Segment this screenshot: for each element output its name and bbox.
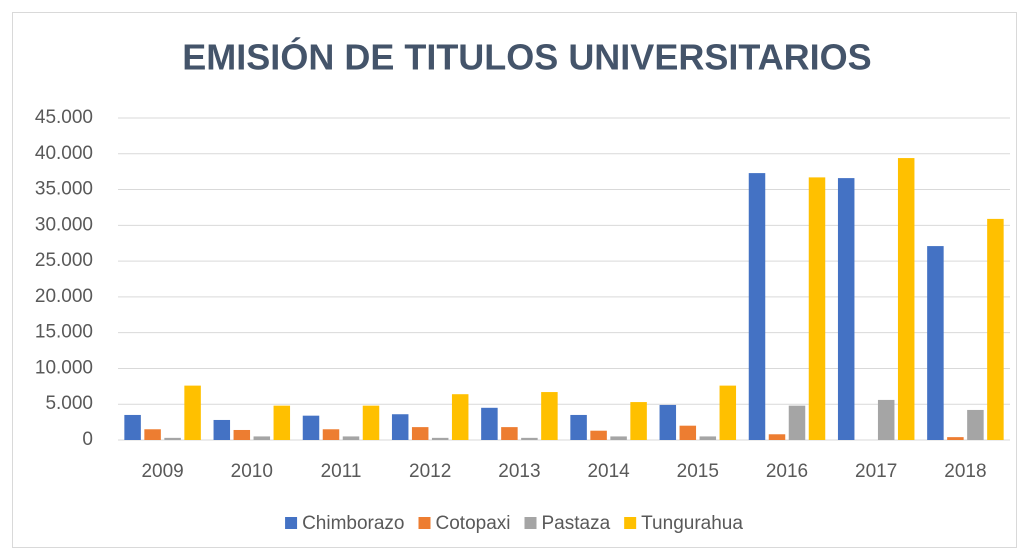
bar — [679, 425, 697, 440]
x-tick-label: 2010 — [231, 461, 273, 482]
bar — [342, 436, 360, 440]
bar — [451, 394, 469, 440]
x-tick-label: 2013 — [498, 461, 540, 482]
y-tick-label: 40.000 — [35, 143, 93, 164]
y-tick-label: 10.000 — [35, 357, 93, 378]
bar — [164, 437, 181, 440]
bar — [501, 427, 518, 440]
y-tick-label: 20.000 — [35, 286, 93, 307]
bar — [699, 436, 717, 440]
legend-label: Tungurahua — [641, 513, 743, 534]
bar — [302, 415, 320, 440]
y-tick-label: 0 — [82, 429, 93, 450]
legend-swatch — [418, 517, 431, 529]
bar — [630, 402, 647, 440]
bar — [659, 404, 677, 440]
y-tick-label: 35.000 — [35, 179, 93, 200]
bar — [411, 427, 429, 440]
bar — [877, 399, 895, 440]
bar — [768, 434, 786, 440]
bar — [590, 430, 607, 440]
bar — [808, 177, 826, 440]
bar — [213, 419, 231, 440]
y-tick-label: 45.000 — [35, 107, 93, 128]
bar — [233, 429, 251, 440]
x-tick-label: 2016 — [766, 461, 808, 482]
bar — [788, 405, 806, 440]
bar — [570, 414, 587, 440]
bar — [927, 246, 944, 440]
x-tick-label: 2017 — [855, 461, 897, 482]
y-tick-label: 15.000 — [35, 322, 93, 343]
bar — [521, 437, 538, 440]
x-tick-label: 2011 — [321, 461, 362, 482]
bar — [541, 392, 558, 440]
bar — [897, 158, 915, 440]
bar — [431, 437, 449, 440]
bar — [391, 414, 409, 440]
bar — [124, 414, 141, 440]
bar — [987, 218, 1004, 440]
bar — [322, 429, 340, 440]
bar — [967, 409, 984, 440]
legend-label: Chimborazo — [302, 513, 404, 534]
bar — [837, 178, 855, 440]
bar — [184, 385, 201, 440]
legend-label: Cotopaxi — [436, 513, 511, 534]
legend-swatch — [524, 517, 537, 529]
bar — [947, 437, 964, 440]
y-tick-label: 5.000 — [45, 393, 93, 414]
legend-swatch — [624, 517, 637, 529]
bar — [748, 173, 766, 440]
y-tick-label: 30.000 — [35, 214, 93, 235]
bar — [253, 436, 271, 440]
bar — [273, 405, 291, 440]
bar — [610, 436, 627, 440]
bar — [481, 407, 498, 440]
bar — [719, 385, 737, 440]
bar — [144, 429, 161, 440]
legend-label: Pastaza — [542, 513, 611, 534]
x-tick-label: 2018 — [944, 461, 986, 482]
x-tick-label: 2009 — [141, 461, 183, 482]
x-tick-label: 2012 — [409, 461, 451, 482]
x-tick-label: 2014 — [587, 461, 630, 482]
legend-swatch — [285, 517, 298, 529]
chart-title: EMISIÓN DE TITULOS UNIVERSITARIOS — [182, 36, 871, 78]
bar — [362, 405, 380, 440]
y-tick-label: 25.000 — [35, 250, 93, 271]
x-tick-label: 2015 — [677, 461, 719, 482]
